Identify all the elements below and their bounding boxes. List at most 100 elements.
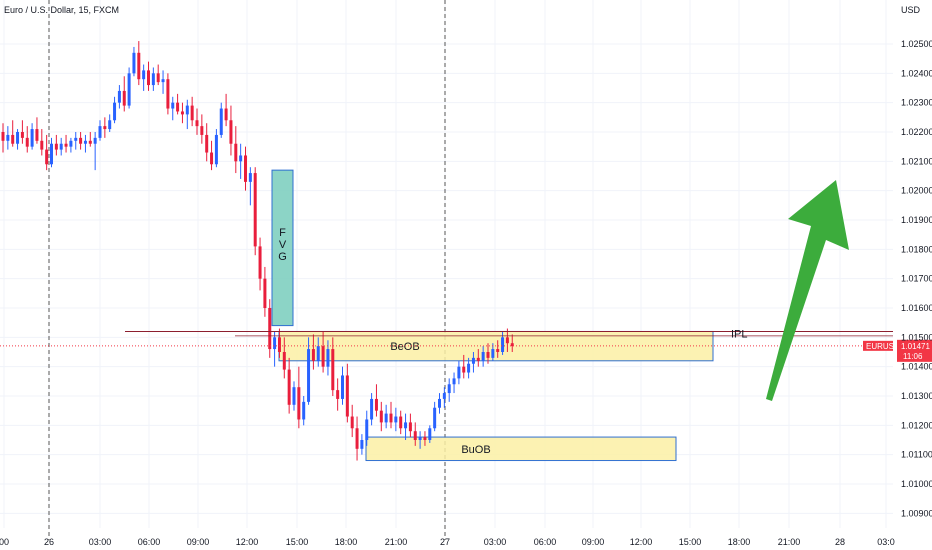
candle [113,96,117,124]
candle [210,140,214,171]
candle-body [248,173,252,182]
candle-body [345,375,349,417]
candle-body [311,349,315,361]
candle [35,117,39,144]
candle-body [176,102,180,112]
y-tick-label: 1.01600 [901,303,932,313]
candle [142,64,146,91]
x-tick-label: 03:00 [89,537,112,547]
ipl-label: IPL [731,328,748,340]
candle-body [471,357,475,364]
candle-body [442,393,446,399]
candle [331,337,335,396]
candle [224,93,228,127]
y-tick-label: 1.01300 [901,391,932,401]
x-tick-label: 27 [440,537,450,547]
x-tick-label: 12:00 [630,537,653,547]
candle-body [307,349,311,402]
candle-body [50,143,53,165]
candle [496,340,500,358]
candle-body [219,108,223,135]
candle-body [268,308,272,350]
candle-body [6,134,10,141]
chart-title: Euro / U.S. Dollar, 15, FXCM [4,5,119,15]
candle-body [11,134,15,144]
candle-body [350,416,354,429]
candle [98,120,102,141]
price-tag-countdown: 11:06 [903,352,923,361]
candle-body [113,102,117,121]
candle-body [54,143,58,150]
price-tag-value: 1.01471 [901,342,930,351]
symbol-tag-text: EURUSD [866,342,900,351]
candle-body [447,384,451,394]
candle [282,337,286,379]
candle [185,99,189,130]
candle [176,93,180,115]
candle-body [467,363,471,373]
candle-body [336,390,340,399]
candle-body [40,140,44,150]
candle-body [462,366,466,373]
candle-body [394,416,398,423]
y-tick-label: 1.01400 [901,362,932,372]
candle-body [326,349,330,367]
candle-body [384,413,388,423]
zone-buob[interactable] [365,436,677,462]
candle-body [210,152,214,165]
x-tick-label: 09:00 [582,537,605,547]
candle-body [433,407,437,429]
candle-body [297,387,301,420]
candle-body [379,410,383,423]
buob-label: BuOB [461,444,490,456]
candle-body [302,401,306,420]
candle [229,105,233,156]
candle [404,413,408,440]
candle [302,396,306,426]
candle-body [25,137,29,147]
y-tick-label: 1.02100 [901,156,932,166]
candle-body [64,143,68,147]
y-tick-label: 1.01500 [901,332,932,342]
candle [370,393,374,426]
candle [20,120,24,144]
candle-body [74,137,78,141]
candle-body [476,357,480,361]
y-tick-label: 1.02300 [901,98,932,108]
candle [321,331,325,373]
candle [50,137,53,168]
candle-body [108,120,112,130]
candle [311,334,315,370]
candle [384,404,388,429]
x-tick-label: 00 [0,537,9,547]
candle [471,352,475,373]
y-tick-label: 1.02500 [901,39,932,49]
x-tick-label: 15:00 [286,537,309,547]
candle-body [331,349,335,391]
candle [268,299,272,358]
candle [462,354,466,379]
candle [45,134,49,171]
candle [399,410,403,435]
candle-body [45,149,49,165]
y-tick-label: 1.02200 [901,127,932,137]
candle [74,132,78,150]
x-tick-label: 12:00 [236,537,259,547]
candle-body [355,428,359,449]
candle [360,434,364,455]
candle [476,349,480,367]
zone-fvg[interactable] [271,169,294,327]
beob-label: BeOB [390,341,419,353]
candle-body [200,126,204,135]
candle-body [316,346,320,361]
candle-body [282,352,286,370]
candle-body [132,52,136,74]
candle-body [103,126,107,130]
candle-body [98,126,102,138]
candle [127,67,131,109]
candle-body [156,73,160,83]
zones-layer: FVG BeOB BuOB [271,169,714,462]
candle [64,134,68,153]
candle [510,334,514,352]
